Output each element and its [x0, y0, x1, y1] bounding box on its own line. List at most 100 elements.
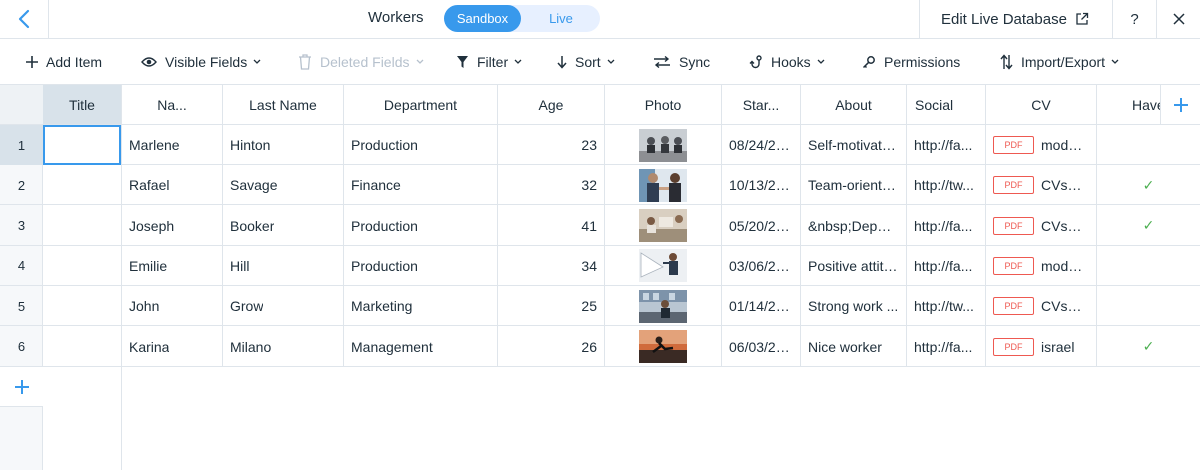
- row-number[interactable]: 4: [17, 258, 26, 274]
- table-row[interactable]: 2 Rafael Savage Finance 32 10/13/2017 Team-ori…: [0, 165, 1200, 206]
- cell-photo[interactable]: [605, 125, 721, 165]
- table-row[interactable]: 1 Marlene Hinton Production 23 08/24/2018 Self…: [0, 125, 1200, 165]
- cell-start[interactable]: 05/20/2018: [722, 206, 800, 246]
- cell-cv[interactable]: PDF CVsample: [986, 286, 1096, 326]
- cell-photo[interactable]: [605, 286, 721, 326]
- table-row[interactable]: 3 Joseph Booker Production 41 05/20/2018 &nbsp…: [0, 206, 1200, 246]
- row-number[interactable]: 6: [17, 339, 26, 354]
- cell-cv[interactable]: PDF CVsample: [986, 206, 1096, 246]
- cell-title[interactable]: [43, 206, 121, 246]
- cell-age[interactable]: 25: [498, 286, 604, 326]
- help-button[interactable]: ?: [1112, 0, 1156, 38]
- column-header-about[interactable]: About: [801, 85, 906, 125]
- cell-photo[interactable]: [605, 165, 721, 205]
- cell-title[interactable]: [43, 125, 121, 165]
- cell-social[interactable]: http://fa...: [907, 206, 985, 246]
- cell-cv[interactable]: PDF modelcv: [986, 125, 1096, 165]
- cell-start[interactable]: 10/13/2017: [722, 165, 800, 205]
- cell-photo[interactable]: [605, 246, 721, 286]
- column-header-cv[interactable]: CV: [986, 85, 1096, 125]
- cell-age[interactable]: 32: [498, 165, 604, 205]
- cell-last[interactable]: Milano: [223, 327, 343, 367]
- cell-have[interactable]: [1097, 286, 1200, 326]
- cell-age[interactable]: 41: [498, 206, 604, 246]
- cell-last[interactable]: Grow: [223, 286, 343, 326]
- cell-social[interactable]: http://tw...: [907, 286, 985, 326]
- filter-button[interactable]: Filter: [456, 39, 522, 84]
- live-tab[interactable]: Live: [549, 11, 573, 26]
- cell-last[interactable]: Savage: [223, 165, 343, 205]
- cell-about[interactable]: Self-motivate...: [801, 125, 906, 165]
- cell-have[interactable]: [1097, 125, 1200, 165]
- cell-start[interactable]: 03/06/2017: [722, 246, 800, 286]
- table-row[interactable]: 4 Emilie Hill Production 34 03/06/2017 Positiv…: [0, 246, 1200, 286]
- cell-have[interactable]: ✓: [1097, 327, 1200, 367]
- sandbox-tab[interactable]: Sandbox: [444, 5, 521, 32]
- cell-title[interactable]: [43, 165, 121, 205]
- cell-photo[interactable]: [605, 206, 721, 246]
- table-row[interactable]: 6 Karina Milano Management 26 06/03/2018 Nice …: [0, 327, 1200, 367]
- cell-about[interactable]: &nbsp;Depen...: [801, 206, 906, 246]
- row-number[interactable]: 3: [17, 218, 26, 234]
- column-header-department[interactable]: Department: [344, 85, 497, 125]
- cell-age[interactable]: 26: [498, 327, 604, 367]
- cell-dept[interactable]: Production: [344, 125, 497, 165]
- cell-start[interactable]: 01/14/2018: [722, 286, 800, 326]
- column-header-last-name[interactable]: Last Name: [223, 85, 343, 125]
- cell-about[interactable]: Team-oriente...: [801, 165, 906, 205]
- column-header-title[interactable]: Title: [43, 85, 121, 125]
- column-header-photo[interactable]: Photo: [605, 85, 721, 125]
- cell-name[interactable]: Rafael: [122, 165, 222, 205]
- cell-dept[interactable]: Finance: [344, 165, 497, 205]
- back-button[interactable]: [0, 0, 49, 38]
- cell-name[interactable]: John: [122, 286, 222, 326]
- cell-social[interactable]: http://fa...: [907, 327, 985, 367]
- cell-age[interactable]: 34: [498, 246, 604, 286]
- visible-fields-button[interactable]: Visible Fields: [141, 39, 261, 84]
- cell-dept[interactable]: Management: [344, 327, 497, 367]
- cell-cv[interactable]: PDF israel: [986, 327, 1096, 367]
- cell-title[interactable]: [43, 286, 121, 326]
- column-header-name[interactable]: Na...: [122, 85, 222, 125]
- cell-cv[interactable]: PDF modelcv: [986, 246, 1096, 286]
- cell-name[interactable]: Emilie: [122, 246, 222, 286]
- column-header-start[interactable]: Star...: [722, 85, 800, 125]
- cell-name[interactable]: Marlene: [122, 125, 222, 165]
- column-header-age[interactable]: Age: [498, 85, 604, 125]
- cell-photo[interactable]: [605, 327, 721, 367]
- row-number[interactable]: 2: [17, 177, 26, 193]
- cell-title[interactable]: [43, 246, 121, 286]
- cell-last[interactable]: Hinton: [223, 125, 343, 165]
- hooks-button[interactable]: Hooks: [749, 39, 825, 84]
- cell-last[interactable]: Hill: [223, 246, 343, 286]
- row-number[interactable]: 5: [17, 298, 26, 314]
- add-row-button[interactable]: [0, 367, 43, 407]
- permissions-button[interactable]: Permissions: [862, 39, 960, 84]
- cell-dept[interactable]: Production: [344, 246, 497, 286]
- cell-about[interactable]: Strong work ...: [801, 286, 906, 326]
- row-number[interactable]: 1: [0, 125, 43, 165]
- cell-last[interactable]: Booker: [223, 206, 343, 246]
- column-header-social[interactable]: Social: [907, 85, 985, 125]
- cell-start[interactable]: 08/24/2018: [722, 125, 800, 165]
- sort-button[interactable]: Sort: [557, 39, 615, 84]
- cell-have[interactable]: ✓: [1097, 165, 1200, 205]
- add-item-button[interactable]: Add Item: [26, 39, 102, 84]
- cell-about[interactable]: Positive attitu...: [801, 246, 906, 286]
- cell-cv[interactable]: PDF CVsample: [986, 165, 1096, 205]
- cell-about[interactable]: Nice worker: [801, 327, 906, 367]
- cell-social[interactable]: http://fa...: [907, 246, 985, 286]
- table-row[interactable]: 5 John Grow Marketing 25 01/14/2018 Strong wor…: [0, 286, 1200, 327]
- cell-name[interactable]: Karina: [122, 327, 222, 367]
- close-button[interactable]: [1156, 0, 1200, 38]
- cell-dept[interactable]: Marketing: [344, 286, 497, 326]
- cell-have[interactable]: ✓: [1097, 206, 1200, 246]
- cell-have[interactable]: [1097, 246, 1200, 286]
- edit-live-database-button[interactable]: Edit Live Database: [919, 0, 1112, 38]
- cell-start[interactable]: 06/03/2018: [722, 327, 800, 367]
- cell-social[interactable]: http://tw...: [907, 165, 985, 205]
- add-column-button[interactable]: [1160, 85, 1200, 125]
- import-export-button[interactable]: Import/Export: [1000, 39, 1119, 84]
- cell-social[interactable]: http://fa...: [907, 125, 985, 165]
- cell-title[interactable]: [43, 327, 121, 367]
